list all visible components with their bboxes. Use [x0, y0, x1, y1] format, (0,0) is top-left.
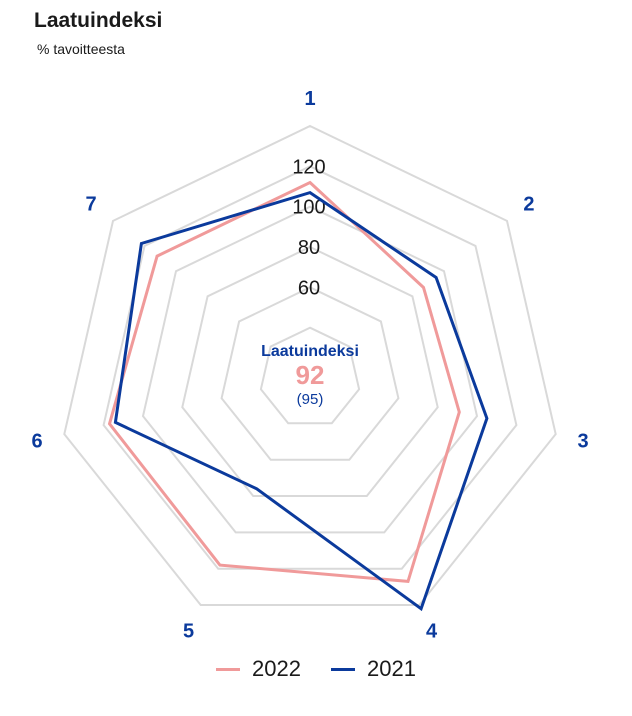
- radar-chart: 60 80 100 120 1 2 3 4 5 6 7 Laatuindeksi 92 (95): [31, 88, 588, 642]
- grid-ring-60: [220, 286, 400, 461]
- tick-label-80: 80: [298, 237, 320, 259]
- grid-ring-140: [63, 124, 557, 606]
- legend-item-2021: 2021: [331, 656, 416, 682]
- chart-title: Laatuindeksi: [34, 9, 163, 32]
- legend-item-2022: 2022: [216, 656, 301, 682]
- series-line-2022: [107, 180, 461, 583]
- axis-label-3: 3: [577, 430, 588, 452]
- chart-subtitle: % tavoitteesta: [37, 41, 125, 57]
- legend-label-2021: 2021: [367, 656, 416, 681]
- axis-label-7: 7: [86, 193, 97, 215]
- series-lines: [107, 180, 489, 612]
- legend-label-2022: 2022: [252, 656, 301, 681]
- center-previous-value: (95): [297, 391, 324, 408]
- axis-label-5: 5: [183, 620, 194, 642]
- tick-labels: 60 80 100 120: [292, 156, 325, 299]
- series-line-2021: [113, 190, 489, 612]
- axis-label-1: 1: [304, 88, 315, 110]
- axis-label-2: 2: [523, 193, 534, 215]
- tick-label-100: 100: [292, 197, 325, 219]
- tick-label-60: 60: [298, 277, 320, 299]
- axis-label-6: 6: [31, 430, 42, 452]
- grid-ring-40: [259, 326, 361, 425]
- grid-ring-80: [181, 245, 439, 497]
- legend: 2022 2021: [0, 656, 632, 682]
- axis-labels: 1 2 3 4 5 6 7: [31, 88, 588, 642]
- legend-swatch-2021: [331, 667, 355, 671]
- grid-rings: [63, 124, 557, 606]
- grid-ring-100: [141, 205, 479, 534]
- tick-label-120: 120: [292, 156, 325, 178]
- axis-label-4: 4: [426, 620, 438, 642]
- center-value: 92: [296, 360, 325, 390]
- legend-swatch-2022: [216, 667, 241, 671]
- center-label: Laatuindeksi: [261, 343, 359, 360]
